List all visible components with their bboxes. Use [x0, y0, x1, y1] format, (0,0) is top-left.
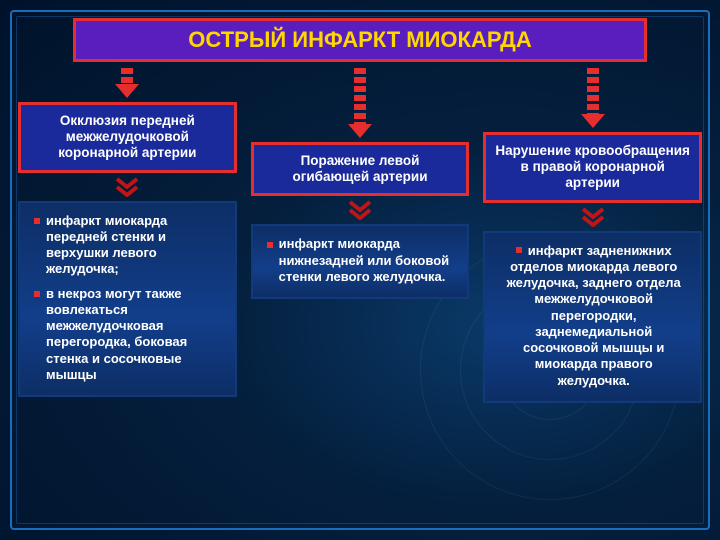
chevron-down-icon: [348, 200, 372, 220]
bullet-item: инфаркт миокарда нижнезадней или боковой…: [267, 236, 456, 285]
branch-node: Окклюзия передней межжелудочковой корона…: [18, 102, 237, 173]
arrow-head: [115, 84, 139, 98]
chevron-down-icon: [115, 177, 139, 197]
branch-detail: инфаркт миокарда нижнезадней или боковой…: [251, 224, 470, 299]
arrow-head: [581, 114, 605, 128]
branch-detail: инфаркт миокарда передней стенки и верху…: [18, 201, 237, 398]
title-box: ОСТРЫЙ ИНФАРКТ МИОКАРДА: [73, 18, 648, 62]
branch-col-3: Нарушение кровообращения в правой корона…: [483, 66, 702, 403]
branch-col-2: Поражение левой огибающей артерии инфарк…: [251, 66, 470, 403]
bullet-item: инфаркт задненижних отделов миокарда лев…: [499, 243, 688, 389]
arrow-down-icon: [348, 68, 372, 138]
branch-node: Нарушение кровообращения в правой корона…: [483, 132, 702, 203]
branch-detail: инфаркт задненижних отделов миокарда лев…: [483, 231, 702, 403]
arrow-down-icon: [581, 68, 605, 128]
diagram-root: ОСТРЫЙ ИНФАРКТ МИОКАРДА Окклюзия передне…: [18, 18, 702, 522]
branch-node: Поражение левой огибающей артерии: [251, 142, 470, 196]
branches-row: Окклюзия передней межжелудочковой корона…: [18, 66, 702, 403]
arrow-head: [348, 124, 372, 138]
bullet-item: инфаркт миокарда передней стенки и верху…: [34, 213, 223, 278]
chevron-down-icon: [581, 207, 605, 227]
arrow-down-icon: [115, 68, 139, 98]
arrow-shaft: [121, 68, 133, 84]
arrow-shaft: [354, 68, 366, 124]
bullet-item: в некроз могут также вовлекаться межжелу…: [34, 286, 223, 384]
branch-col-1: Окклюзия передней межжелудочковой корона…: [18, 66, 237, 403]
arrow-shaft: [587, 68, 599, 114]
